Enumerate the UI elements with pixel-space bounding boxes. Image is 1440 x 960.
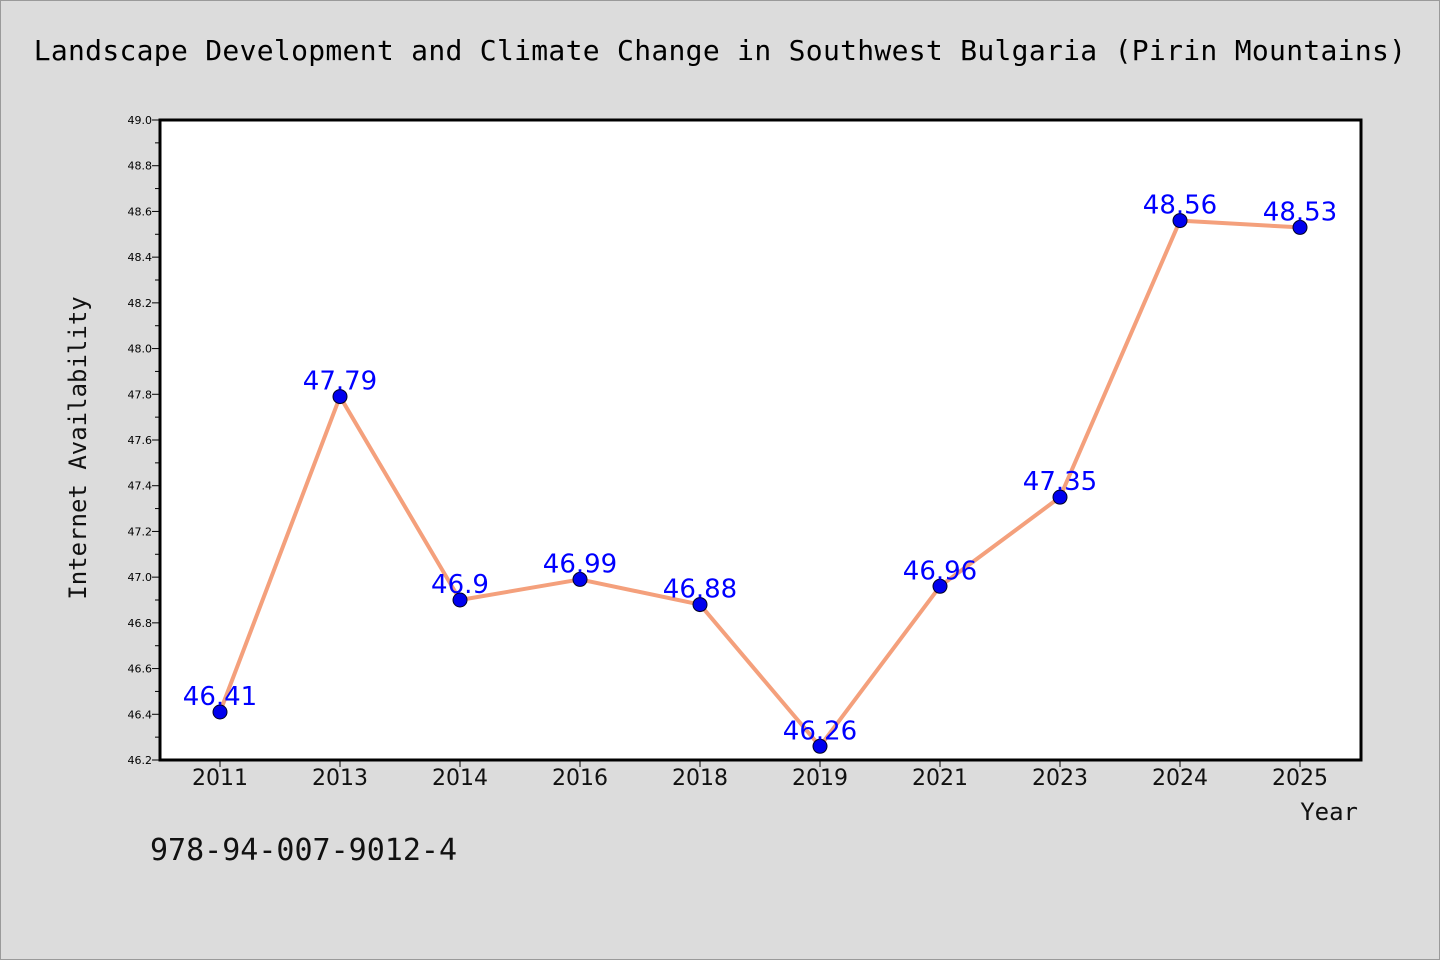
data-label: 46.99 xyxy=(543,549,617,579)
markers-group xyxy=(212,213,1308,754)
data-label: 47.79 xyxy=(303,367,377,397)
y-tick-label: 48.6 xyxy=(128,205,153,218)
y-tick-label: 48.4 xyxy=(128,251,153,264)
data-label: 46.96 xyxy=(903,556,977,586)
data-label: 46.88 xyxy=(663,575,737,605)
data-point-marker xyxy=(572,571,588,587)
data-label: 47.35 xyxy=(1023,467,1097,497)
data-point-marker xyxy=(212,704,228,720)
data-point-marker xyxy=(1172,213,1188,229)
y-tick-label: 46.2 xyxy=(128,754,153,767)
data-label: 48.56 xyxy=(1143,191,1217,221)
y-tick-label: 49.0 xyxy=(128,114,153,127)
series-line-group xyxy=(218,218,1302,749)
plot-area xyxy=(158,118,1363,762)
data-label: 48.53 xyxy=(1263,197,1337,227)
x-tick-label: 2025 xyxy=(1272,766,1328,791)
y-tick-label: 48.2 xyxy=(128,297,153,310)
x-tick-label: 2014 xyxy=(432,766,488,791)
chart-title: Landscape Development and Climate Change… xyxy=(33,34,1407,67)
x-tick-label: 2011 xyxy=(192,766,248,791)
x-tick-label: 2018 xyxy=(672,766,728,791)
y-tick-label: 46.4 xyxy=(128,708,153,721)
x-tick-label: 2016 xyxy=(552,766,608,791)
data-point-marker xyxy=(452,592,468,608)
y-tick-label: 48.8 xyxy=(128,160,153,173)
x-axis-label: Year xyxy=(1300,798,1358,826)
y-tick-label: 47.6 xyxy=(128,434,153,447)
data-point-marker xyxy=(332,389,348,405)
x-tick-label: 2021 xyxy=(912,766,968,791)
y-axis-label: Internet Availability xyxy=(64,296,92,599)
data-label: 46.41 xyxy=(183,682,257,712)
x-tick-label: 2024 xyxy=(1152,766,1208,791)
data-labels-group: 46.41 47.79 46.9 46.99 46.88 46.26 46.96 47.35 4… xyxy=(183,191,1337,747)
y-tick-label: 47.0 xyxy=(128,571,153,584)
data-point-marker xyxy=(1052,489,1068,505)
isbn-text: 978-94-007-9012-4 xyxy=(150,833,458,868)
data-point-marker xyxy=(812,738,828,754)
y-tick-label: 47.4 xyxy=(128,480,153,493)
y-tick-label: 47.8 xyxy=(128,388,153,401)
series-line xyxy=(218,218,1302,749)
x-tick-label: 2023 xyxy=(1032,766,1088,791)
y-tick-label: 47.2 xyxy=(128,525,153,538)
x-tick-label: 2013 xyxy=(312,766,368,791)
y-axis: 46.2 46.4 46.6 46.8 47.0 47.2 47.4 47.6 47.8 48.0… xyxy=(128,114,160,767)
data-label: 46.26 xyxy=(783,716,857,746)
data-point-marker xyxy=(1292,219,1308,235)
y-tick-label: 48.0 xyxy=(128,343,153,356)
data-point-marker xyxy=(692,597,708,613)
x-tick-label: 2019 xyxy=(792,766,848,791)
y-tick-label: 46.6 xyxy=(128,663,153,676)
x-axis: 2011 2013 2014 2016 2018 2019 2021 2023 2024 2025 xyxy=(192,760,1328,791)
data-label: 46.9 xyxy=(431,570,489,600)
y-tick-label: 46.8 xyxy=(128,617,153,630)
data-point-marker xyxy=(932,578,948,594)
